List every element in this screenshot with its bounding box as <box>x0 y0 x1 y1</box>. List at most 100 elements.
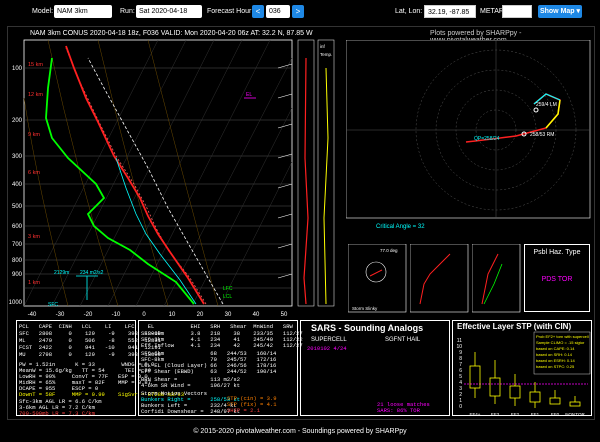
next-hour-button[interactable]: > <box>292 5 304 18</box>
kinematic-row: LCL-EL (Cloud Layer) 66 246/56 178/16 <box>141 362 277 369</box>
svg-text:2: 2 <box>459 392 462 398</box>
svg-text:6: 6 <box>459 368 462 374</box>
run-select[interactable]: Sat 2020-04-18 18z <box>136 5 202 28</box>
sars-panel: SARS - Sounding Analogs SUPERCELL SGFNT … <box>300 320 450 416</box>
temp-label: 0 <box>142 312 146 318</box>
kinematic-row: Eff Inflow 4.1 234 42 245/42 112/27 <box>141 342 303 349</box>
hodo-rm-label: 258/53 RM <box>530 132 554 138</box>
index-row: MeanW = 15.6g/kg TT = 54 TEI = 30 <box>19 367 152 374</box>
hodo-mean-label: QP=258/24 <box>474 136 500 142</box>
storm-slinky-panel: 77.0 deg Storm Slinky <box>348 244 407 313</box>
sars-supercell-heading: SUPERCELL <box>311 337 347 343</box>
svg-text:3: 3 <box>459 386 462 392</box>
slinky-angle: 77.0 deg <box>380 248 398 253</box>
sars-hail-heading: SGFNT HAIL <box>385 337 421 343</box>
kinematic-row: SFC-8km 70 245/57 172/16 <box>141 356 277 363</box>
pressure-label: 500 <box>12 204 23 210</box>
storm-slinky-label: Storm Slinky <box>352 306 378 311</box>
kinematic-row: Corfidi Downshear = 248/97 kt <box>141 408 241 415</box>
show-map-button[interactable]: Show Map ▾ <box>538 5 582 18</box>
svg-text:Prob EF2+ torn with supercell: Prob EF2+ torn with supercell <box>536 334 589 339</box>
pressure-label: 200 <box>12 118 23 124</box>
temp-label: 30 <box>225 312 232 318</box>
parcel-row: FCST 2422 0 941 -10 941 12191 <box>19 344 161 351</box>
theta-e-panel <box>410 244 469 313</box>
kinematic-row: SFC-3km 4.1 234 41 245/40 112/22 <box>141 336 303 343</box>
height-label: 1 km <box>28 280 40 286</box>
temp-label: -40 <box>28 312 37 318</box>
svg-text:8: 8 <box>459 356 462 362</box>
model-select[interactable]: NAM 3km CONUS <box>54 5 112 28</box>
svg-text:EF2: EF2 <box>511 412 520 417</box>
svg-text:0: 0 <box>459 404 462 410</box>
wetbulb-trace <box>115 157 197 305</box>
sars-hail-match: 21 loose matches <box>377 401 430 408</box>
model-label: Model: <box>32 8 54 15</box>
kinematic-row: BRN Shear = 113 m2/s2 <box>141 376 241 383</box>
kinematic-row: Eff Shear (EBWD) 63 244/52 190/14 <box>141 368 277 375</box>
possible-hazard-box: Psbl Haz. Type PDS TOR <box>524 244 590 312</box>
svg-text:11: 11 <box>457 338 462 344</box>
pressure-label: 100 <box>12 66 23 72</box>
index-row: MidRH = 65% maxT = 82F MMP = 0.87 <box>19 379 152 386</box>
index-row: DownT = 58F MMP = 0.99 SigSvr = 87288 m3… <box>19 391 185 398</box>
temp-label: 40 <box>253 312 260 318</box>
stp-fix: STP (fix) = 4.1 <box>227 401 277 408</box>
stp-cin: STP (cin) = 3.9 <box>227 395 277 402</box>
parcel-table: PCL CAPE CINH LCL LI LFC EL SFC 2808 0 1… <box>16 320 184 417</box>
latlon-input[interactable]: 32.19, -87.85 <box>424 5 476 18</box>
pressure-label: 900 <box>12 272 23 278</box>
stp-panel-title: Effective Layer STP (with CIN) <box>457 322 572 331</box>
kinematic-table: EHI SRH Shear MnWind SRW SFC-1km 3.8 218… <box>138 320 303 416</box>
sounding-title: NAM 3km CONUS 2020-04-18 18z, F036 VALID… <box>30 30 313 37</box>
forecast-hour-select[interactable]: 036 <box>266 5 290 18</box>
prev-hour-button[interactable]: < <box>252 5 264 18</box>
temp-label: 50 <box>281 312 288 318</box>
lapse-row: 3-6km AGL LR = 7.2 C/km <box>19 404 95 411</box>
svg-text:9: 9 <box>459 350 462 356</box>
ship-value: SHIP = 2.1 <box>227 407 261 414</box>
pressure-label: 1000 <box>9 300 23 306</box>
temperature-trace <box>65 45 205 305</box>
metar-input[interactable] <box>502 5 532 18</box>
pressure-label: 400 <box>12 182 23 188</box>
lapse-row: Sfc-3km AGL LR = 6.6 C/km <box>19 398 102 405</box>
svg-text:based on STPC: 0.25: based on STPC: 0.25 <box>536 364 575 369</box>
pressure-label: 800 <box>12 258 23 264</box>
stp-panel: Effective Layer STP (with CIN) <box>452 320 592 416</box>
kinematic-row: 4-6km SR Wind = 196/27 kt <box>141 382 241 389</box>
hodograph: 259/4 LM 258/53 RM QP=258/24 Critical An… <box>346 40 591 230</box>
svg-text:EF1: EF1 <box>531 412 540 417</box>
stp-boxplot: 0 1 2 3 4 5 6 7 8 9 10 11 EF4+ EF3 EF2 E… <box>456 331 591 417</box>
kinematic-row: Bunkers Right = 258/53 kt <box>141 396 241 403</box>
parcel-row: MU 2798 0 129 -9 398 13009 <box>19 351 161 358</box>
lapse-row: 700-500mb LR = 7.3 C/km <box>19 410 95 417</box>
temp-label: 10 <box>169 312 176 318</box>
sars-tor-pct: SARS: 86% TOR <box>377 407 420 414</box>
skewt-chart: 100 200 300 400 500 600 700 800 900 1000… <box>9 39 335 318</box>
svg-text:EF3: EF3 <box>491 412 500 417</box>
inflow-column-label: inf <box>320 44 326 49</box>
footer: © 2015-2020 pivotalweather.com - Soundin… <box>193 428 407 435</box>
svg-text:based on SRH: 0.14: based on SRH: 0.14 <box>536 352 573 357</box>
toolbar: Model: NAM 3km CONUS Run: Sat 2020-04-18… <box>0 0 600 28</box>
svg-text:1: 1 <box>459 398 462 404</box>
lcl-marker: LCL <box>223 294 232 300</box>
parcel-trace <box>87 57 224 305</box>
height-label: 15 km <box>28 62 43 68</box>
kinematic-row: SFC-1km 3.8 218 38 233/35 112/27 <box>141 330 303 337</box>
parcel-header: PCL CAPE CINH LCL LI LFC EL <box>19 323 155 330</box>
temp-column-label: Temp. <box>320 52 332 57</box>
run-label: Run: <box>120 8 135 15</box>
srw-panel <box>472 244 521 313</box>
svg-text:EF0: EF0 <box>551 412 560 417</box>
temp-label: -30 <box>56 312 65 318</box>
sars-title: SARS - Sounding Analogs <box>311 323 424 333</box>
svg-text:7: 7 <box>459 362 462 368</box>
height-label: 12 km <box>28 92 43 98</box>
kinematic-row: SFC-6km 68 244/53 160/14 <box>141 350 277 357</box>
psbl-haz-value: PDS TOR <box>541 276 573 283</box>
kinematic-header: EHI SRH Shear MnWind SRW <box>141 323 293 330</box>
pressure-label: 300 <box>12 154 23 160</box>
temp-label: 20 <box>197 312 204 318</box>
